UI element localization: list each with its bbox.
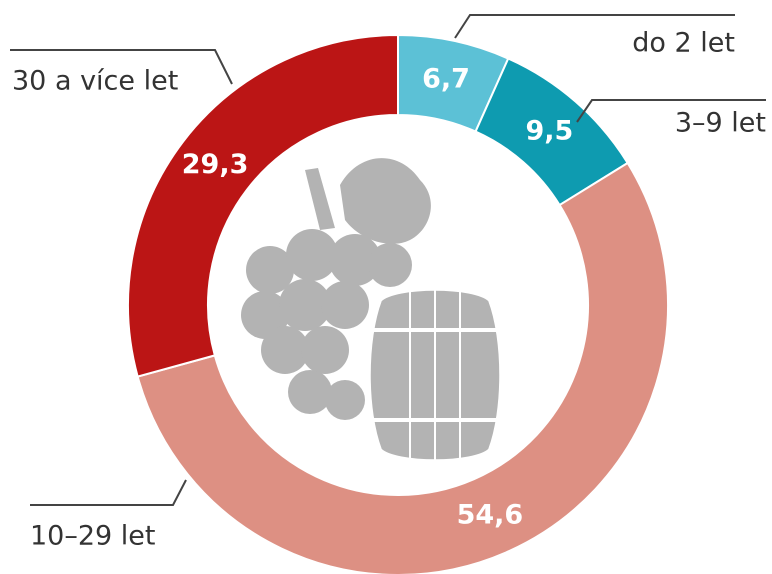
leader-line xyxy=(30,480,186,505)
grape-barrel-icon xyxy=(241,158,501,461)
category-label: 30 a více let xyxy=(12,66,178,97)
chart: 6,7 do 2 let 9,5 3–9 let 54,6 10–29 let 29,3 30… xyxy=(0,0,772,574)
value-label: 6,7 xyxy=(422,64,470,95)
category-label: 3–9 let xyxy=(675,108,766,139)
category-label: do 2 let xyxy=(632,28,735,59)
value-label: 54,6 xyxy=(457,499,524,530)
value-label: 29,3 xyxy=(182,149,249,180)
category-label: 10–29 let xyxy=(30,521,156,552)
value-label: 9,5 xyxy=(526,115,574,146)
